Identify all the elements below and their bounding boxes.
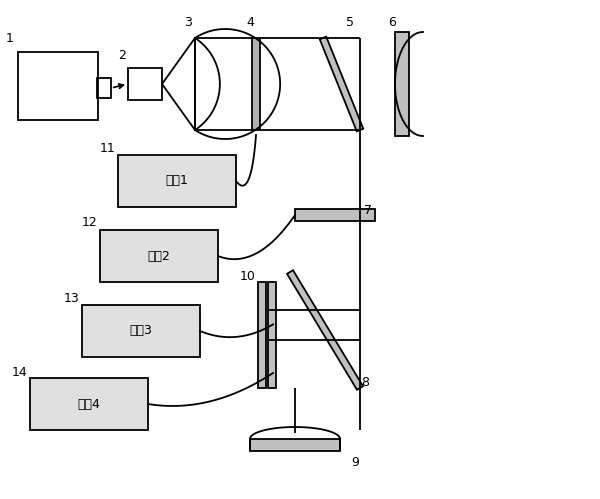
Text: 计算3: 计算3 (130, 324, 152, 337)
Polygon shape (287, 270, 363, 390)
Text: 3: 3 (184, 15, 192, 28)
Text: 12: 12 (82, 217, 98, 230)
Text: 10: 10 (240, 269, 256, 282)
Bar (295, 209, 375, 221)
Polygon shape (320, 37, 363, 131)
Bar (100, 230, 218, 282)
Text: 14: 14 (12, 365, 28, 379)
Bar (18, 52, 98, 120)
Bar (97, 78, 111, 98)
Text: 9: 9 (351, 456, 359, 469)
Text: 4: 4 (246, 15, 254, 28)
Text: 11: 11 (100, 142, 116, 155)
Text: 8: 8 (361, 376, 369, 389)
Text: 1: 1 (6, 31, 14, 44)
Bar (250, 439, 340, 451)
Bar (118, 155, 236, 207)
Text: 2: 2 (118, 48, 126, 61)
Text: 6: 6 (388, 15, 396, 28)
Bar (82, 305, 200, 357)
Text: 7: 7 (364, 204, 372, 217)
Bar (252, 38, 260, 130)
Bar (258, 282, 266, 388)
Text: 计算4: 计算4 (77, 398, 100, 411)
Bar (128, 68, 162, 100)
Text: 计算2: 计算2 (148, 250, 170, 262)
Bar (30, 378, 148, 430)
Text: 5: 5 (346, 15, 354, 28)
Text: 计算1: 计算1 (166, 175, 188, 188)
Bar (395, 32, 409, 136)
Text: 13: 13 (64, 291, 80, 304)
Bar (268, 282, 276, 388)
